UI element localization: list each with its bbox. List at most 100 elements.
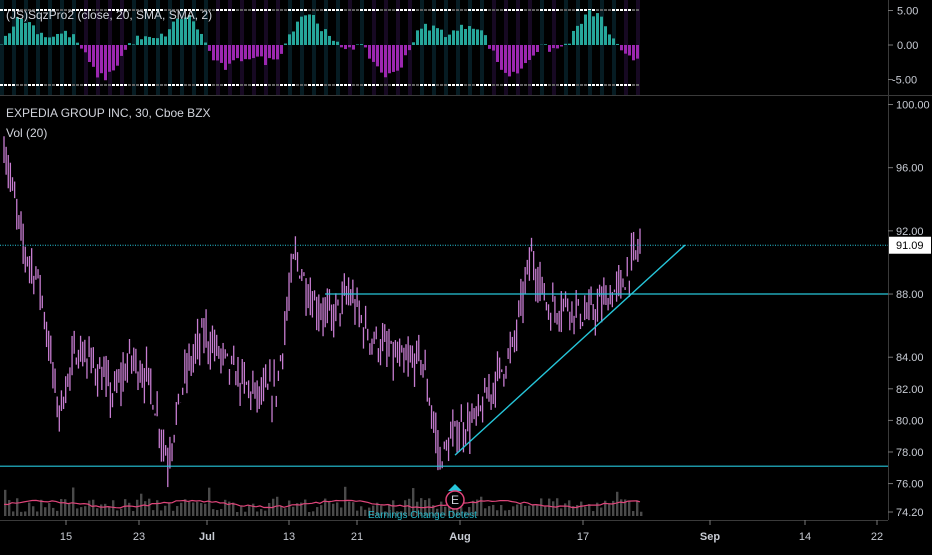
osc-histogram-bar	[92, 45, 95, 67]
osc-histogram-bar	[412, 42, 415, 45]
volume-bar	[96, 508, 98, 516]
osc-histogram-bar	[516, 45, 519, 73]
osc-shade-column	[480, 0, 484, 95]
osc-squeeze-dot-bottom	[480, 84, 483, 86]
osc-squeeze-dot-top	[276, 9, 279, 11]
osc-squeeze-dot-top	[332, 9, 335, 11]
osc-squeeze-dot-bottom	[248, 84, 251, 86]
volume-bar	[200, 503, 202, 516]
osc-squeeze-dot-top	[340, 9, 343, 11]
osc-squeeze-dot-bottom	[204, 84, 207, 86]
osc-squeeze-dot-bottom	[8, 84, 11, 86]
osc-histogram-bar	[320, 31, 323, 45]
osc-shade-column	[540, 0, 544, 95]
osc-squeeze-dot-top	[536, 9, 539, 11]
volume-bar	[508, 510, 510, 516]
osc-histogram-bar	[280, 45, 283, 54]
volume-bar	[24, 511, 26, 516]
osc-squeeze-dot-bottom	[240, 84, 243, 86]
osc-histogram-bar	[572, 31, 575, 45]
osc-squeeze-dot-bottom	[368, 84, 371, 86]
osc-squeeze-dot-top	[560, 9, 563, 11]
osc-squeeze-dot-bottom	[184, 84, 187, 86]
volume-bar	[4, 490, 6, 516]
osc-histogram-bar	[336, 42, 339, 45]
osc-squeeze-dot-top	[328, 9, 331, 11]
osc-histogram-bar	[324, 29, 327, 45]
osc-squeeze-dot-bottom	[216, 84, 219, 86]
osc-squeeze-dot-top	[540, 9, 543, 11]
osc-histogram-bar	[352, 45, 355, 50]
osc-squeeze-dot-top	[636, 9, 639, 11]
earnings-arrow-icon	[448, 484, 462, 491]
osc-histogram-bar	[392, 45, 395, 72]
osc-histogram-bar	[388, 45, 391, 73]
osc-squeeze-dot-top	[488, 9, 491, 11]
osc-shade-column	[0, 0, 4, 95]
osc-squeeze-dot-bottom	[56, 84, 59, 86]
osc-shade-column	[420, 0, 424, 95]
volume-bar	[112, 500, 114, 516]
osc-squeeze-dot-top	[264, 9, 267, 11]
osc-squeeze-dot-top	[216, 9, 219, 11]
osc-shade-column	[312, 0, 316, 95]
osc-squeeze-dot-bottom	[160, 84, 163, 86]
osc-histogram-bar	[204, 43, 207, 45]
volume-bar	[548, 499, 550, 516]
osc-squeeze-dot-bottom	[452, 84, 455, 86]
osc-squeeze-dot-top	[592, 9, 595, 11]
time-tick-label: Sep	[700, 531, 720, 543]
volume-bar	[312, 511, 314, 516]
osc-squeeze-dot-bottom	[80, 84, 83, 86]
volume-bar	[36, 511, 38, 516]
osc-squeeze-dot-bottom	[380, 84, 383, 86]
osc-squeeze-dot-bottom	[516, 84, 519, 86]
osc-squeeze-dot-top	[600, 9, 603, 11]
price-axis[interactable]: 100.0096.0092.0088.0084.0082.0080.0078.0…	[888, 100, 930, 520]
osc-squeeze-dot-bottom	[124, 84, 127, 86]
osc-histogram-bar	[344, 45, 347, 49]
osc-squeeze-dot-bottom	[144, 84, 147, 86]
volume-bar	[284, 508, 286, 516]
ascending-trendline[interactable]	[455, 245, 685, 455]
osc-histogram-bar	[592, 16, 595, 45]
earnings-caption: Earnings Change Detest	[368, 510, 477, 521]
volume-bar	[20, 512, 22, 516]
osc-squeeze-dot-top	[360, 9, 363, 11]
volume-bar	[552, 501, 554, 516]
osc-histogram-bar	[84, 45, 87, 52]
osc-squeeze-dot-top	[556, 9, 559, 11]
osc-squeeze-dot-bottom	[292, 84, 295, 86]
osc-histogram-bar	[268, 45, 271, 58]
osc-squeeze-dot-bottom	[104, 84, 107, 86]
osc-histogram-bar	[136, 36, 139, 45]
osc-histogram-bar	[620, 45, 623, 50]
osc-histogram-bar	[176, 19, 179, 45]
osc-squeeze-dot-bottom	[356, 84, 359, 86]
osc-squeeze-dot-bottom	[424, 84, 427, 86]
volume-bar	[584, 507, 586, 516]
osc-histogram-bar	[168, 29, 171, 45]
osc-squeeze-dot-bottom	[544, 84, 547, 86]
osc-histogram-bar	[448, 35, 451, 45]
osc-squeeze-dot-bottom	[328, 84, 331, 86]
osc-squeeze-dot-bottom	[48, 84, 51, 86]
volume-bar	[236, 512, 238, 516]
osc-squeeze-dot-bottom	[604, 84, 607, 86]
osc-histogram-bar	[312, 15, 315, 45]
osc-squeeze-dot-bottom	[36, 84, 39, 86]
volume-bar	[128, 503, 130, 516]
osc-histogram-bar	[636, 45, 639, 59]
osc-squeeze-dot-top	[304, 9, 307, 11]
volume-bar	[8, 500, 10, 516]
osc-histogram-bar	[12, 27, 15, 45]
volume-bar	[92, 500, 94, 516]
volume-bar	[480, 497, 482, 516]
osc-histogram-bar	[256, 45, 259, 57]
osc-squeeze-dot-bottom	[404, 84, 407, 86]
osc-histogram-bar	[140, 39, 143, 45]
osc-squeeze-dot-top	[320, 9, 323, 11]
osc-squeeze-dot-top	[236, 9, 239, 11]
